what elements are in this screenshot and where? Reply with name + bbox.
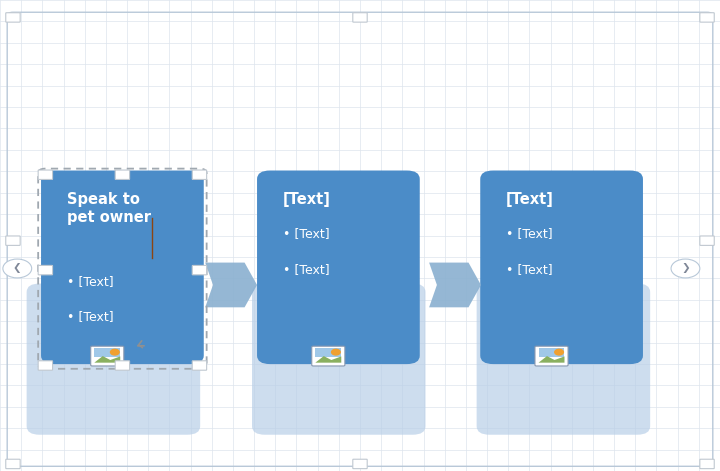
Text: ❮: ❮	[13, 263, 22, 274]
Text: ❯: ❯	[681, 263, 690, 274]
FancyBboxPatch shape	[115, 361, 130, 370]
Text: [Text]: [Text]	[506, 192, 554, 207]
Circle shape	[3, 259, 32, 278]
Text: • [Text]: • [Text]	[283, 263, 330, 276]
Text: • [Text]: • [Text]	[506, 227, 553, 241]
FancyBboxPatch shape	[91, 346, 124, 366]
FancyBboxPatch shape	[353, 13, 367, 22]
FancyBboxPatch shape	[38, 266, 53, 275]
FancyBboxPatch shape	[6, 13, 20, 22]
FancyBboxPatch shape	[315, 349, 341, 357]
FancyBboxPatch shape	[700, 236, 714, 245]
Circle shape	[671, 259, 700, 278]
Circle shape	[554, 349, 563, 355]
FancyBboxPatch shape	[312, 346, 345, 366]
FancyBboxPatch shape	[477, 284, 650, 435]
Polygon shape	[205, 263, 257, 307]
Text: Speak to
pet owner: Speak to pet owner	[67, 192, 151, 225]
FancyBboxPatch shape	[257, 171, 420, 364]
Circle shape	[111, 349, 120, 355]
Polygon shape	[94, 356, 120, 363]
Text: • [Text]: • [Text]	[67, 310, 114, 323]
FancyBboxPatch shape	[539, 349, 564, 357]
Polygon shape	[429, 263, 481, 307]
FancyBboxPatch shape	[192, 170, 207, 179]
FancyBboxPatch shape	[192, 361, 207, 370]
Polygon shape	[315, 356, 341, 363]
Polygon shape	[539, 356, 564, 363]
FancyBboxPatch shape	[700, 459, 714, 469]
FancyBboxPatch shape	[38, 170, 53, 179]
FancyBboxPatch shape	[38, 361, 53, 370]
FancyBboxPatch shape	[6, 459, 20, 469]
FancyBboxPatch shape	[700, 13, 714, 22]
Text: • [Text]: • [Text]	[506, 263, 553, 276]
Text: [Text]: [Text]	[283, 192, 330, 207]
FancyBboxPatch shape	[41, 171, 204, 364]
FancyBboxPatch shape	[535, 346, 568, 366]
FancyBboxPatch shape	[27, 284, 200, 435]
Text: • [Text]: • [Text]	[67, 275, 114, 288]
Circle shape	[331, 349, 341, 355]
FancyBboxPatch shape	[480, 171, 643, 364]
FancyBboxPatch shape	[192, 266, 207, 275]
FancyBboxPatch shape	[252, 284, 426, 435]
FancyBboxPatch shape	[115, 170, 130, 179]
FancyBboxPatch shape	[6, 236, 20, 245]
FancyBboxPatch shape	[94, 349, 120, 357]
Text: • [Text]: • [Text]	[283, 227, 330, 241]
FancyBboxPatch shape	[353, 459, 367, 469]
